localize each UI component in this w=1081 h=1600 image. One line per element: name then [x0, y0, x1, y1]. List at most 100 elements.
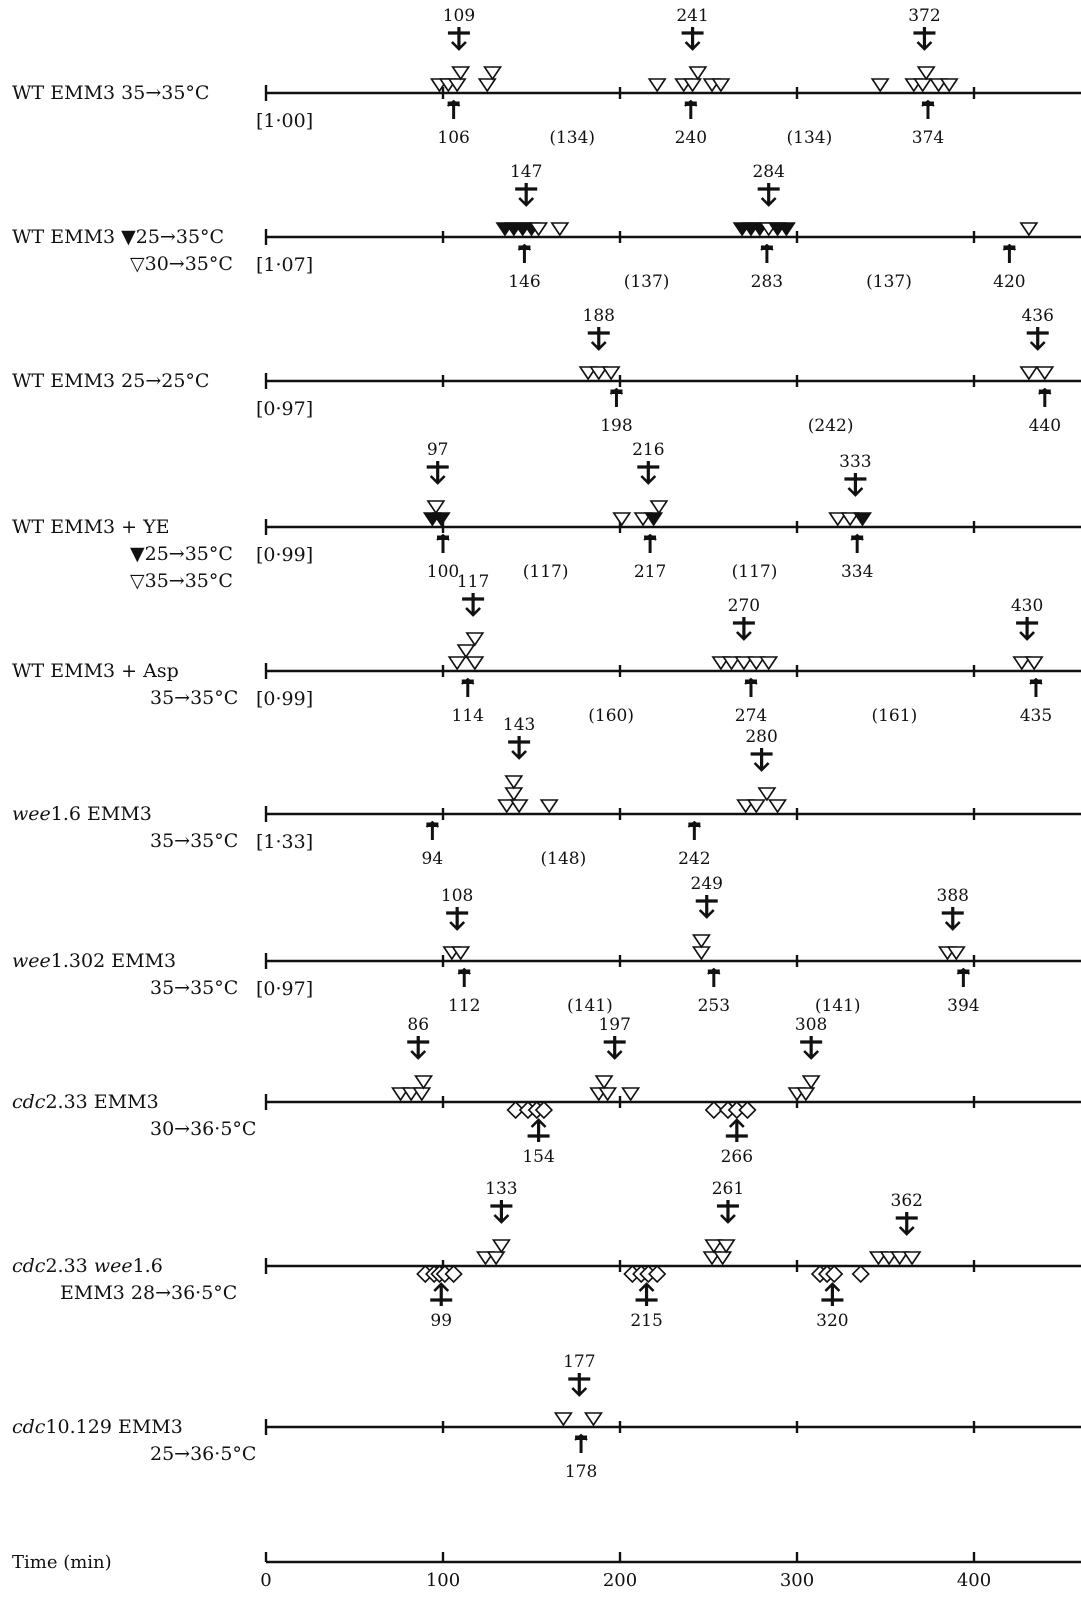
- cell-marker-triangle: [1035, 366, 1055, 381]
- median-value-top: 249: [691, 874, 723, 894]
- median-value-top: 308: [795, 1015, 827, 1035]
- median-marker-top: [462, 593, 485, 617]
- division-value: 100: [427, 562, 459, 582]
- cell-marker-triangle: [509, 799, 529, 814]
- median-marker-top: [446, 907, 469, 931]
- median-value-top: 362: [891, 1191, 923, 1211]
- row-wee1302: [264, 953, 1081, 969]
- cell-marker-triangle: [852, 512, 872, 527]
- cell-marker-triangle: [456, 644, 476, 659]
- median-value-top: 188: [583, 306, 615, 326]
- row-label-3: ▽35→35°C: [130, 570, 233, 592]
- cell-marker-diamond: [534, 1100, 554, 1120]
- median-value-top: 133: [485, 1179, 517, 1199]
- median-value-top: 177: [563, 1352, 595, 1372]
- median-value-top: 241: [676, 6, 708, 26]
- row-ratio: [0·99]: [256, 544, 313, 566]
- median-value-top: 388: [937, 886, 969, 906]
- row-label-1: wee1.6 EMM3: [12, 803, 152, 825]
- cell-marker-triangle: [1012, 656, 1032, 671]
- cell-marker-triangle: [594, 1075, 614, 1090]
- median-value-bottom: 99: [430, 1311, 452, 1331]
- median-marker-top: [603, 1036, 626, 1060]
- median-value-top: 109: [443, 6, 475, 26]
- median-value-top: 436: [1021, 306, 1053, 326]
- division-arrow: [956, 967, 971, 987]
- cell-marker-triangle: [451, 66, 471, 81]
- median-marker-top: [637, 461, 660, 485]
- median-value-top: 108: [441, 886, 473, 906]
- division-arrow: [744, 677, 758, 697]
- cell-marker-triangle: [426, 500, 446, 515]
- median-marker-top: [800, 1036, 823, 1060]
- row-label-1: WT EMM3 + YE: [12, 516, 170, 538]
- row-ratio: [1·33]: [256, 831, 313, 853]
- cell-marker-triangle: [746, 656, 766, 671]
- division-value: 334: [841, 562, 873, 582]
- cell-marker-triangle: [539, 799, 559, 814]
- time-axis-tick-label: 200: [603, 1570, 637, 1591]
- cell-marker-triangle: [504, 775, 524, 790]
- median-value-bottom: 215: [630, 1311, 662, 1331]
- division-arrow: [436, 533, 450, 553]
- row-cdc10129: [264, 1419, 1081, 1435]
- interval-value: (160): [588, 706, 634, 726]
- division-arrow: [425, 820, 440, 840]
- median-value-top: 216: [632, 440, 664, 460]
- row-label-1: cdc2.33 EMM3: [12, 1091, 159, 1113]
- median-marker-top: [568, 1373, 591, 1397]
- cell-marker-triangle: [431, 512, 451, 527]
- cell-marker-triangle: [589, 366, 609, 381]
- cell-marker-triangle: [612, 512, 632, 527]
- median-value-top: 97: [427, 440, 449, 460]
- row-label-2: 35→35°C: [150, 830, 238, 852]
- division-value: 217: [634, 562, 666, 582]
- cell-marker-triangle: [757, 787, 777, 802]
- median-marker-top: [407, 1036, 430, 1060]
- row-label-2: 35→35°C: [150, 977, 238, 999]
- cell-marker-triangle: [840, 512, 860, 527]
- median-marker-top: [757, 183, 780, 207]
- division-arrow: [1029, 677, 1043, 697]
- median-value-top: 280: [745, 727, 777, 747]
- cell-marker-triangle: [649, 500, 669, 515]
- cell-marker-triangle: [583, 1412, 603, 1427]
- cell-marker-diamond: [851, 1264, 870, 1284]
- row-label-2: 30→36·5°C: [150, 1118, 256, 1140]
- median-marker-top: [1026, 327, 1049, 351]
- median-value-top: 117: [457, 572, 489, 592]
- interval-value: (148): [541, 849, 587, 869]
- division-value: 198: [600, 416, 632, 436]
- division-value: 240: [675, 128, 707, 148]
- median-marker-top: [732, 617, 755, 641]
- median-marker-top: [508, 736, 531, 760]
- median-marker-top: [587, 327, 610, 351]
- row-cdc233-wee16: [264, 1258, 1081, 1274]
- row-ratio: [0·97]: [256, 978, 313, 1000]
- row-label-1: WT EMM3 + Asp: [12, 660, 179, 682]
- division-value: 435: [1020, 706, 1052, 726]
- cell-marker-triangle: [451, 946, 471, 961]
- division-arrow: [921, 99, 935, 119]
- median-value-top: 147: [510, 162, 542, 182]
- cell-marker-diamond: [825, 1264, 844, 1284]
- cell-marker-triangle: [796, 1087, 816, 1102]
- time-axis-tick-label: 100: [426, 1570, 460, 1591]
- division-value: 253: [698, 996, 730, 1016]
- cell-marker-triangle: [734, 656, 754, 671]
- median-marker-top: [447, 27, 470, 51]
- row-label-1: WT EMM3 35→35°C: [12, 82, 209, 104]
- cell-marker-triangle: [890, 1251, 910, 1266]
- cell-marker-triangle: [477, 78, 497, 93]
- cell-marker-triangle: [601, 366, 621, 381]
- division-arrow: [643, 533, 657, 553]
- median-marker-bottom: [635, 1282, 658, 1306]
- row-label-1: cdc10.129 EMM3: [12, 1416, 183, 1438]
- interval-value: (134): [549, 128, 595, 148]
- cell-marker-triangle: [598, 1087, 618, 1102]
- division-arrow: [687, 820, 701, 840]
- median-marker-top: [716, 1200, 739, 1224]
- median-marker-top: [695, 895, 718, 919]
- cell-marker-triangle: [1019, 222, 1039, 237]
